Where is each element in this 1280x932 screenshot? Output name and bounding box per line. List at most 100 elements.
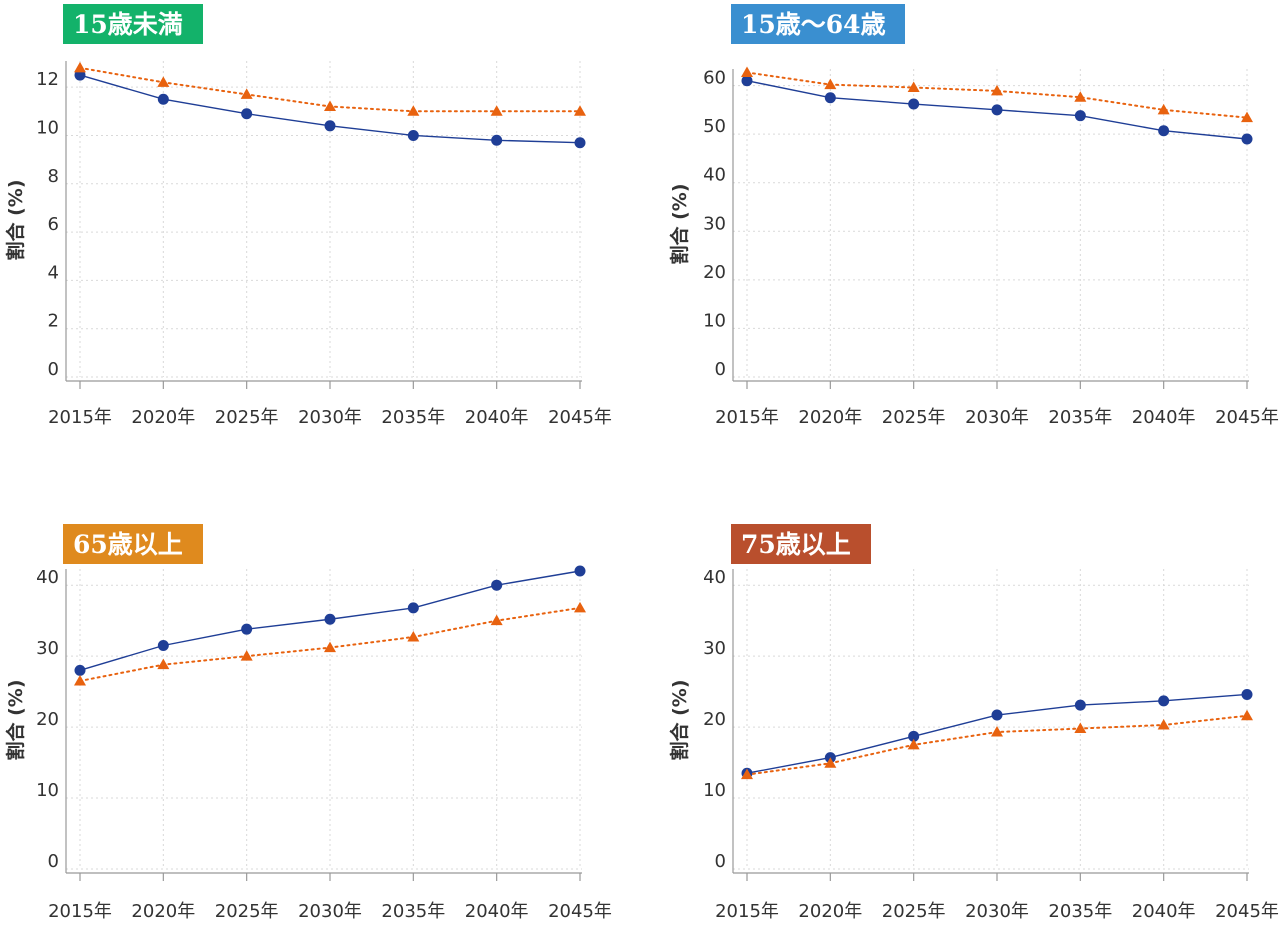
y-tick-label: 10 bbox=[703, 780, 726, 801]
data-point-series-b bbox=[1157, 103, 1170, 115]
data-point-series-b bbox=[240, 650, 253, 661]
y-tick-label: 0 bbox=[715, 851, 726, 872]
data-point-series-a bbox=[1158, 695, 1170, 707]
x-tick-label: 2045年 bbox=[1215, 407, 1279, 428]
data-point-series-a bbox=[491, 579, 503, 591]
data-point-series-b bbox=[407, 105, 420, 116]
data-point-series-b bbox=[574, 601, 586, 613]
data-point-series-a bbox=[491, 134, 503, 146]
data-point-series-b bbox=[907, 81, 920, 93]
data-point-series-a bbox=[1158, 125, 1170, 137]
data-point-series-b bbox=[1074, 722, 1087, 734]
data-point-series-b bbox=[1157, 718, 1170, 730]
y-tick-label: 4 bbox=[48, 262, 59, 283]
y-tick-label: 20 bbox=[703, 262, 726, 283]
x-tick-label: 2035年 bbox=[381, 901, 445, 922]
x-tick-label: 2030年 bbox=[298, 901, 362, 922]
data-point-series-b bbox=[240, 88, 253, 99]
chart-panel-4: 75歳以上 0 10 20 30 40 2015年 2020年 2025年 2030年 2035年 2… bbox=[668, 524, 1279, 922]
data-point-series-b bbox=[824, 757, 837, 768]
data-point-series-b bbox=[490, 105, 503, 116]
x-tick-label: 2025年 bbox=[215, 407, 279, 428]
data-point-series-b bbox=[74, 674, 86, 686]
chart-panel-1: 15歳未満 0 2 4 6 8 10 12 2015年 2020年 2025年 2030年 2035年 2… bbox=[4, 4, 612, 428]
x-tick-label: 2015年 bbox=[48, 407, 112, 428]
data-point-series-a bbox=[574, 565, 586, 577]
y-axis-label: 割合 (%) bbox=[668, 183, 691, 264]
x-tick-label: 2045年 bbox=[1215, 901, 1279, 922]
data-point-series-b bbox=[1241, 709, 1253, 721]
data-point-series-b bbox=[741, 768, 753, 780]
data-point-series-b bbox=[74, 61, 86, 73]
x-tick-label: 2015年 bbox=[715, 407, 779, 428]
data-point-series-a bbox=[241, 623, 253, 635]
y-tick-label: 30 bbox=[36, 638, 59, 659]
data-point-series-a bbox=[157, 640, 169, 651]
data-point-series-a bbox=[241, 108, 253, 120]
x-tick-label: 2025年 bbox=[882, 407, 946, 428]
data-point-series-a bbox=[1074, 699, 1086, 711]
data-point-series-a bbox=[991, 709, 1003, 721]
y-tick-label: 30 bbox=[703, 638, 726, 659]
data-point-series-a bbox=[1074, 110, 1086, 122]
chart-title: 75歳以上 bbox=[741, 530, 851, 559]
x-tick-label: 2045年 bbox=[548, 901, 612, 922]
data-point-series-b bbox=[324, 100, 336, 111]
x-tick-label: 2040年 bbox=[465, 901, 529, 922]
y-tick-label: 40 bbox=[703, 165, 726, 186]
y-tick-label: 0 bbox=[48, 851, 59, 872]
x-tick-label: 2020年 bbox=[131, 901, 195, 922]
x-tick-label: 2025年 bbox=[882, 901, 946, 922]
y-tick-label: 30 bbox=[703, 213, 726, 234]
x-tick-label: 2030年 bbox=[965, 901, 1029, 922]
x-tick-label: 2025年 bbox=[215, 901, 279, 922]
x-tick-label: 2015年 bbox=[48, 901, 112, 922]
data-point-series-b bbox=[991, 726, 1003, 737]
data-point-series-a bbox=[574, 137, 586, 149]
y-tick-label: 20 bbox=[36, 709, 59, 730]
x-tick-label: 2040年 bbox=[465, 407, 529, 428]
x-tick-label: 2020年 bbox=[798, 901, 862, 922]
y-tick-label: 0 bbox=[48, 359, 59, 380]
chart-title-box bbox=[731, 4, 905, 44]
y-tick-label: 10 bbox=[36, 780, 59, 801]
chart-panel-3: 65歳以上 0 10 20 30 40 2015年 2020年 2025年 2030年 2035年 2… bbox=[4, 524, 612, 922]
x-tick-label: 2040年 bbox=[1132, 407, 1196, 428]
x-tick-label: 2035年 bbox=[1048, 901, 1112, 922]
chart-panel-2: 15歳～64歳 0 10 20 30 40 50 60 2015年 2020年 2025年 2030年… bbox=[668, 4, 1279, 428]
y-tick-label: 40 bbox=[703, 567, 726, 588]
data-point-series-a bbox=[741, 75, 753, 87]
chart-title: 15歳～64歳 bbox=[741, 10, 886, 39]
chart-title: 15歳未満 bbox=[73, 10, 183, 39]
data-point-series-b bbox=[824, 78, 837, 90]
data-point-series-a bbox=[324, 613, 336, 625]
y-axis-label: 割合 (%) bbox=[4, 679, 27, 760]
data-point-series-b bbox=[574, 105, 586, 116]
x-tick-label: 2040年 bbox=[1132, 901, 1196, 922]
data-point-series-b bbox=[907, 738, 920, 750]
data-point-series-a bbox=[908, 730, 920, 742]
data-point-series-b bbox=[157, 658, 170, 670]
y-tick-label: 8 bbox=[48, 166, 59, 187]
y-tick-label: 2 bbox=[48, 311, 59, 332]
y-tick-label: 10 bbox=[36, 117, 59, 138]
data-point-series-a bbox=[407, 129, 419, 141]
y-tick-label: 50 bbox=[703, 116, 726, 137]
data-point-series-a bbox=[157, 93, 169, 105]
data-point-series-b bbox=[324, 641, 336, 653]
data-point-series-b bbox=[991, 84, 1003, 96]
x-tick-label: 2045年 bbox=[548, 407, 612, 428]
x-tick-label: 2035年 bbox=[381, 407, 445, 428]
data-point-series-a bbox=[1241, 133, 1253, 145]
x-tick-label: 2015年 bbox=[715, 901, 779, 922]
data-point-series-b bbox=[1074, 91, 1087, 102]
x-tick-label: 2030年 bbox=[965, 407, 1029, 428]
x-tick-label: 2020年 bbox=[131, 407, 195, 428]
y-tick-label: 20 bbox=[703, 709, 726, 730]
data-point-series-b bbox=[490, 614, 503, 626]
chart-title-box bbox=[63, 4, 203, 44]
chart-title-box bbox=[63, 524, 203, 564]
data-point-series-a bbox=[991, 104, 1003, 116]
y-axis-label: 割合 (%) bbox=[4, 179, 27, 260]
